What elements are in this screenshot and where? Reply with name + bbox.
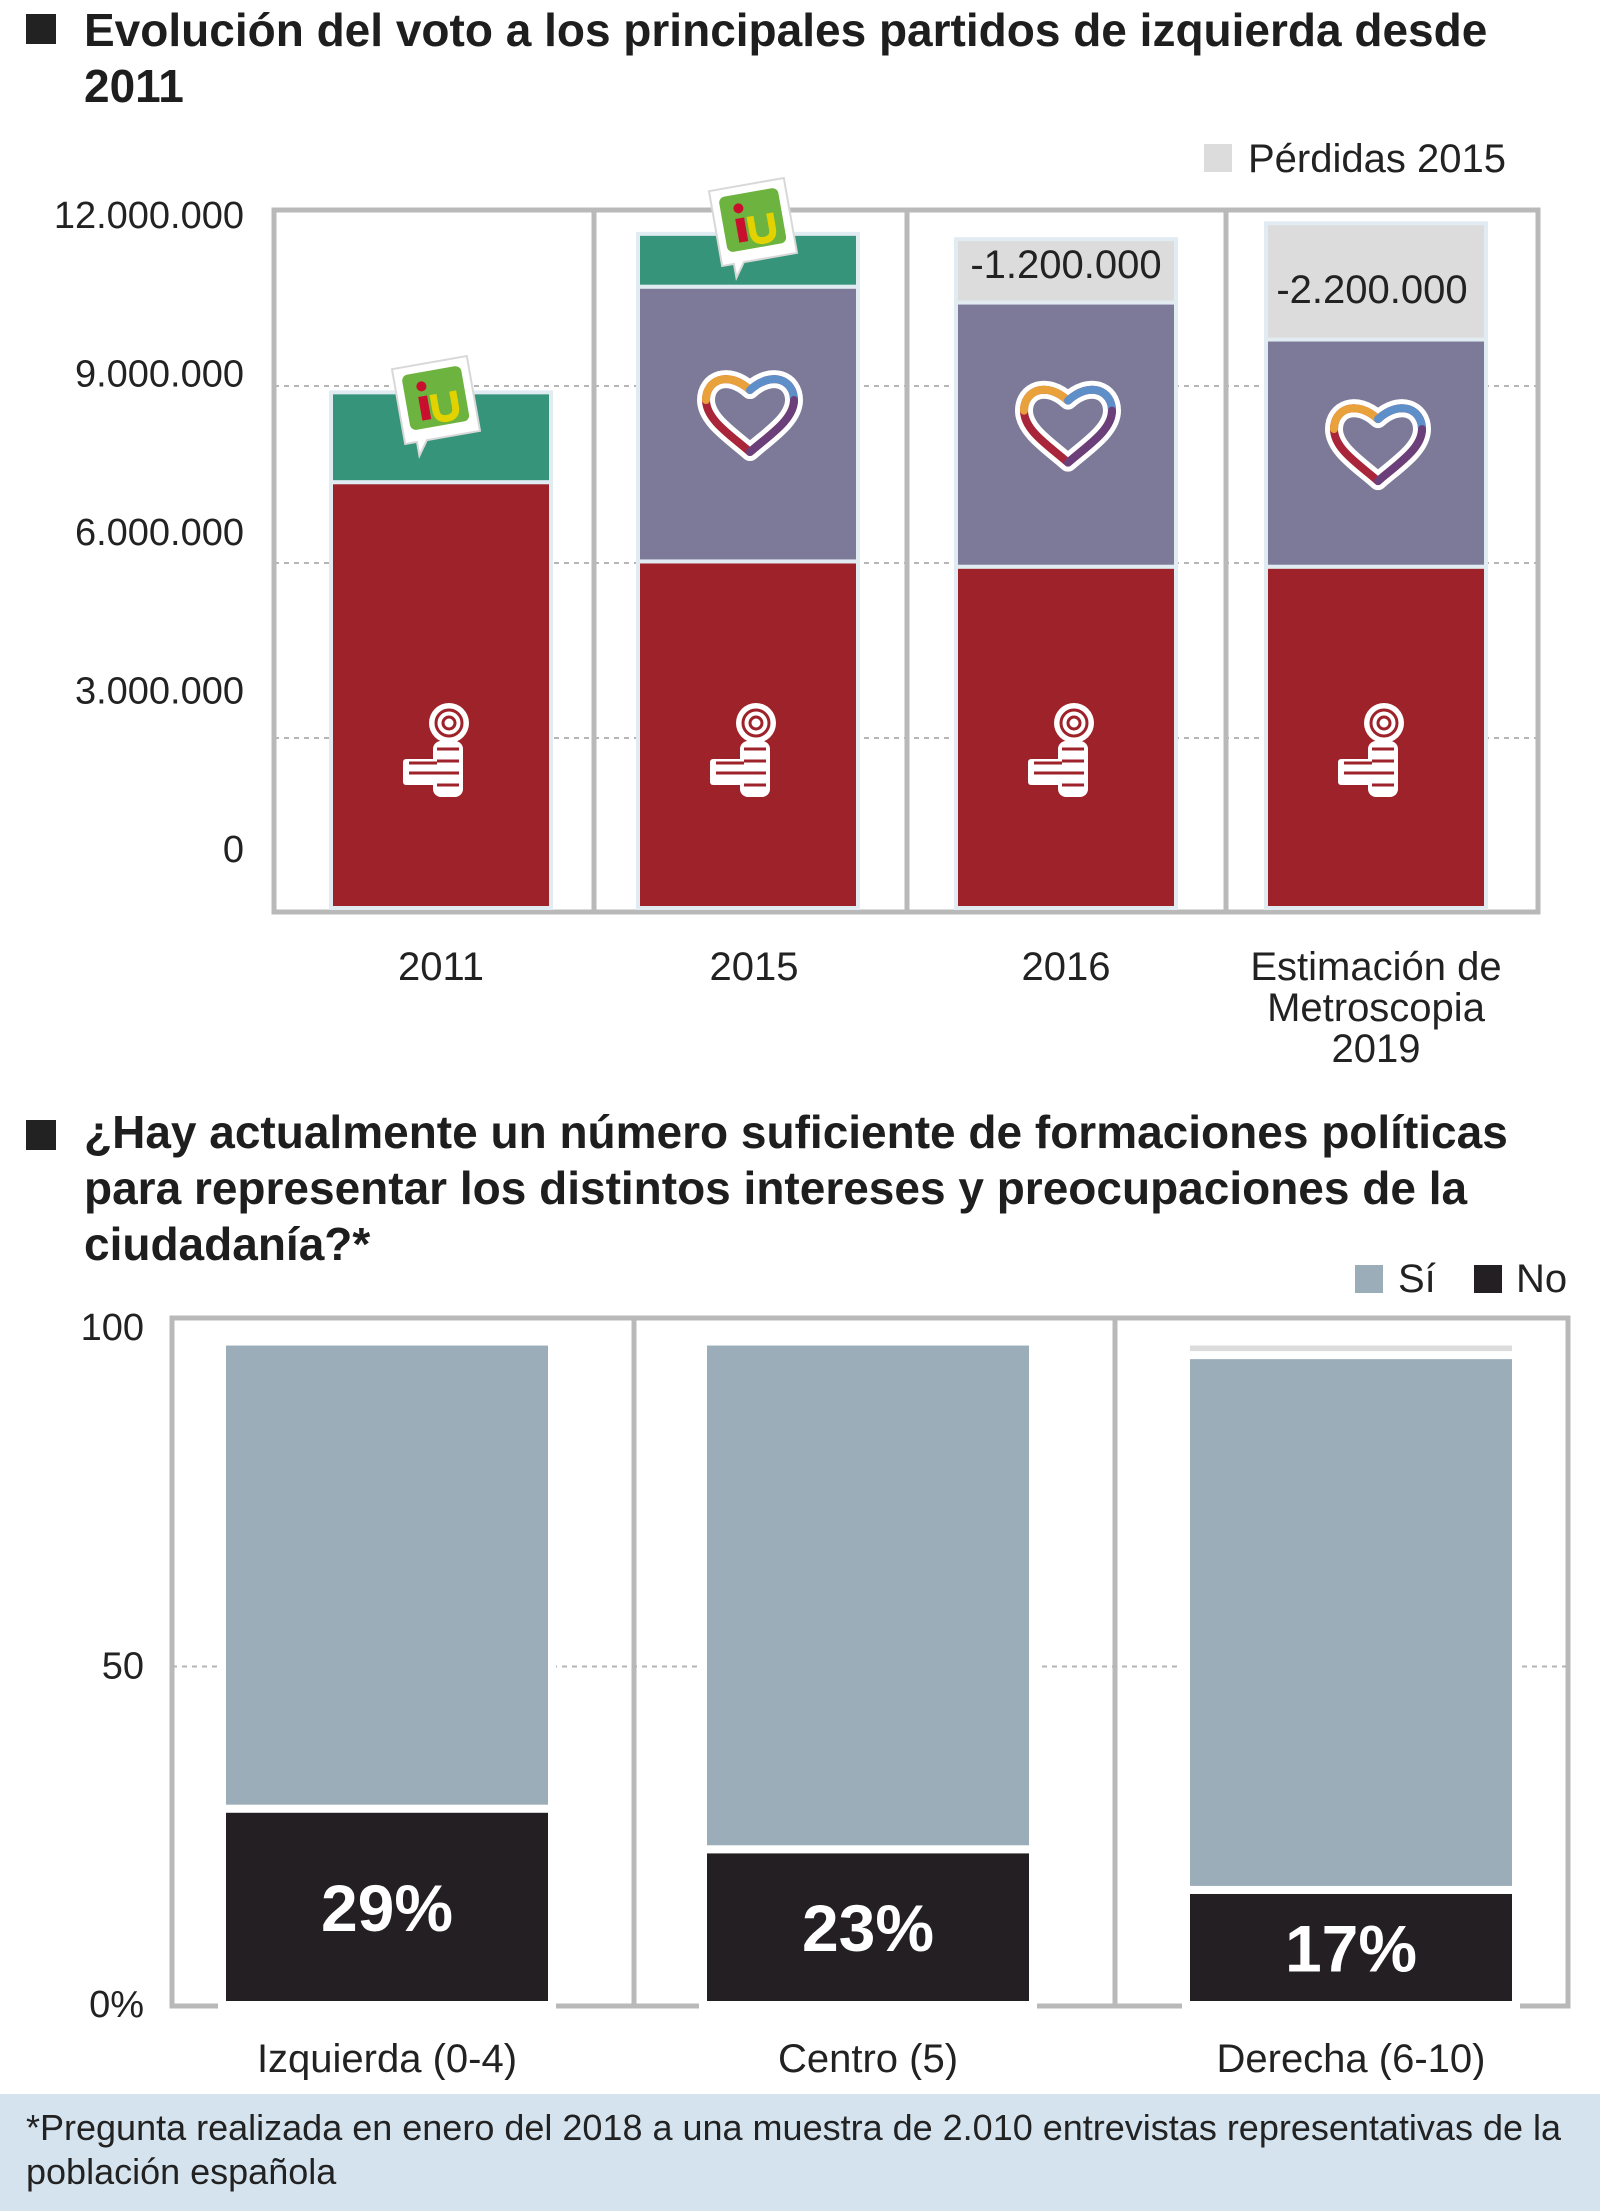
- podemos-heart-icon: [697, 370, 803, 462]
- chart1-frame: [271, 207, 1541, 915]
- psoe-rose-fist-icon: [1028, 703, 1094, 797]
- bar-podemos: [1264, 337, 1488, 569]
- bar-no: [699, 1845, 1037, 2009]
- bar-no: [1182, 1885, 1520, 2009]
- legend-swatch-no: [1474, 1265, 1502, 1293]
- bar-no: [218, 1804, 556, 2009]
- chart2-survey: 0% 50 100 29% Izquierda (0-4) 23% Centro (5) 17…: [81, 1257, 1571, 2080]
- bar-data-label: 29%: [321, 1871, 453, 1945]
- bar-s-: [1182, 1351, 1520, 1894]
- loss-annotation: -1.200.000: [970, 243, 1161, 287]
- legend-swatch: [1204, 144, 1232, 172]
- x-tick-label: Derecha (6-10): [1216, 2037, 1485, 2080]
- x-tick-label: Estimación de Metroscopia 2019: [1250, 945, 1501, 1071]
- podemos-heart-icon: [1015, 380, 1121, 472]
- chart1-bars: [329, 221, 1488, 911]
- psoe-rose-fist-icon: [1338, 703, 1404, 797]
- iu-logo-icon: [390, 354, 482, 459]
- title-bullet: [26, 1120, 56, 1150]
- footnote: *Pregunta realizada en enero del 2018 a …: [0, 2094, 1600, 2211]
- bar-s-: [218, 1337, 556, 1813]
- y-tick-label: 50: [102, 1646, 144, 1688]
- y-tick-label: 9.000.000: [75, 354, 244, 396]
- x-tick-label: 2016: [1022, 945, 1111, 989]
- chart2-title-text: ¿Hay actualmente un número suficiente de…: [84, 1106, 1508, 1270]
- bar-data-label: 17%: [1285, 1911, 1417, 1985]
- psoe-rose-fist-icon: [710, 703, 776, 797]
- x-tick-label: 2011: [398, 945, 484, 989]
- psoe-rose-fist-icon: [403, 703, 469, 797]
- title-bullet: [26, 14, 56, 44]
- bar-psoe: [329, 480, 553, 910]
- bar-s-: [699, 1337, 1037, 1854]
- y-tick-label: 3.000.000: [75, 671, 244, 713]
- x-tick-label: 2015: [710, 945, 799, 989]
- podemos-heart-icon: [1325, 399, 1431, 491]
- legend-label: No: [1516, 1257, 1567, 1301]
- bar-podemos: [954, 300, 1178, 569]
- bar-data-label: 23%: [802, 1891, 934, 1965]
- x-tick-label: Izquierda (0-4): [257, 2037, 517, 2080]
- chart2-bars: [218, 1337, 1520, 2009]
- footnote-text: *Pregunta realizada en enero del 2018 a …: [26, 2107, 1562, 2192]
- chart1-title-text: Evolución del voto a los principales par…: [84, 4, 1488, 112]
- bar-remainder: [1182, 1337, 1520, 1360]
- legend-swatch-si: [1355, 1265, 1383, 1293]
- legend-label: Sí: [1398, 1257, 1436, 1301]
- bar-p-rdidas-2015: [1264, 221, 1488, 342]
- chart1-votes: 0 3.000.000 6.000.000 9.000.000 12.000.000 -1…: [54, 137, 1541, 1071]
- y-tick-label: 6.000.000: [75, 512, 244, 554]
- y-tick-label: 12.000.000: [54, 195, 244, 237]
- x-tick-label: Centro (5): [778, 2037, 958, 2080]
- legend-label: Pérdidas 2015: [1248, 137, 1506, 181]
- iu-logo-icon: [707, 176, 799, 281]
- y-tick-label: 100: [81, 1307, 144, 1349]
- bar-p-rdidas-2015: [954, 237, 1178, 305]
- bar-podemos: [636, 284, 860, 564]
- loss-annotation: -2.200.000: [1276, 268, 1467, 312]
- y-tick-label: 0%: [89, 1984, 144, 2026]
- y-tick-label: 0: [223, 829, 244, 871]
